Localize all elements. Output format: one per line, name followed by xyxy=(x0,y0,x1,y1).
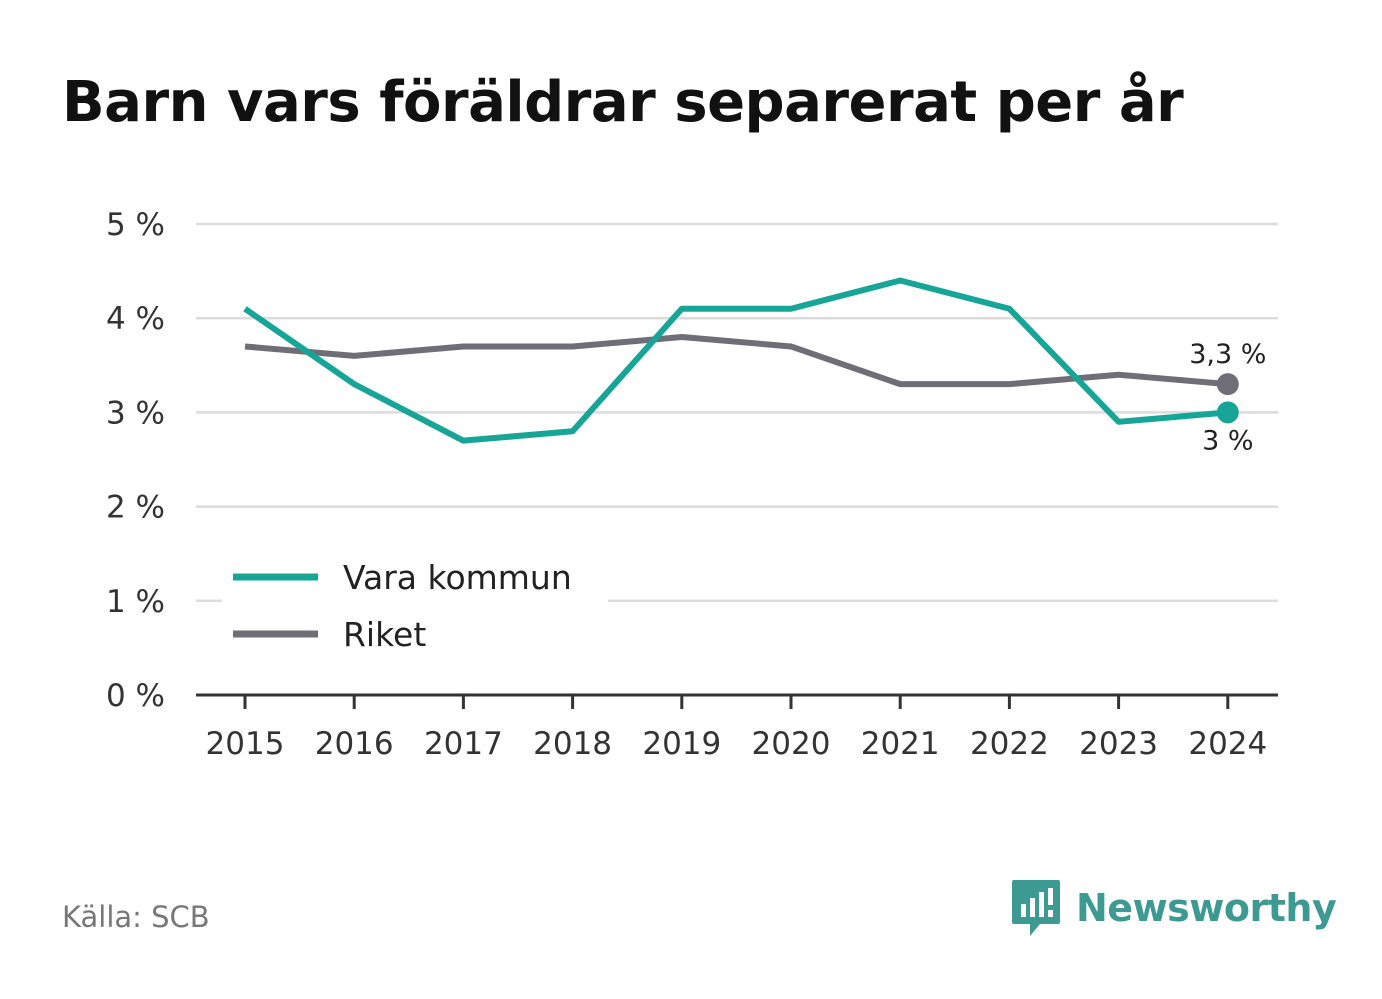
x-tick-label: 2020 xyxy=(752,726,831,762)
series-line xyxy=(244,334,1229,388)
brand-logo: Newsworthy xyxy=(1010,878,1337,938)
legend-label: Vara kommun xyxy=(343,558,572,597)
y-tick-label: 3 % xyxy=(106,395,165,431)
series-line xyxy=(243,277,1229,444)
end-value-label: 3,3 % xyxy=(1189,339,1266,370)
brand-name: Newsworthy xyxy=(1076,886,1337,930)
x-tick-label: 2016 xyxy=(315,726,394,762)
y-tick-label: 2 % xyxy=(106,490,165,526)
y-tick-label: 1 % xyxy=(106,584,165,620)
source-note: Källa: SCB xyxy=(62,900,210,934)
x-tick-label: 2019 xyxy=(642,726,721,762)
end-point xyxy=(1216,401,1239,424)
x-tick-label: 2023 xyxy=(1079,726,1158,762)
x-tick-label: 2022 xyxy=(970,726,1049,762)
end-labels: 3 % 3,3 % xyxy=(1189,339,1266,456)
x-tick-label: 2021 xyxy=(861,726,940,762)
end-value-label: 3 % xyxy=(1202,425,1253,456)
gridlines xyxy=(196,222,1278,603)
x-tick-label: 2015 xyxy=(206,726,285,762)
x-tick-label: 2024 xyxy=(1188,726,1267,762)
x-tick-label: 2017 xyxy=(424,726,503,762)
y-axis: 0 % 1 % 2 % 3 % 4 % 5 % xyxy=(106,207,165,714)
y-tick-label: 0 % xyxy=(106,678,165,714)
y-tick-label: 4 % xyxy=(106,301,165,337)
y-tick-label: 5 % xyxy=(106,207,165,243)
legend: Vara kommun Riket xyxy=(222,548,608,654)
end-point xyxy=(1216,373,1239,396)
x-tick-label: 2018 xyxy=(533,726,612,762)
legend-label: Riket xyxy=(343,615,426,654)
newsworthy-logo-icon xyxy=(1012,880,1060,936)
chart-title: Barn vars föräldrar separerat per år xyxy=(62,70,1184,135)
x-axis: 2015 2016 2017 2018 2019 2020 2021 2022 2023 2024 xyxy=(196,693,1278,762)
series-lines xyxy=(243,277,1239,444)
